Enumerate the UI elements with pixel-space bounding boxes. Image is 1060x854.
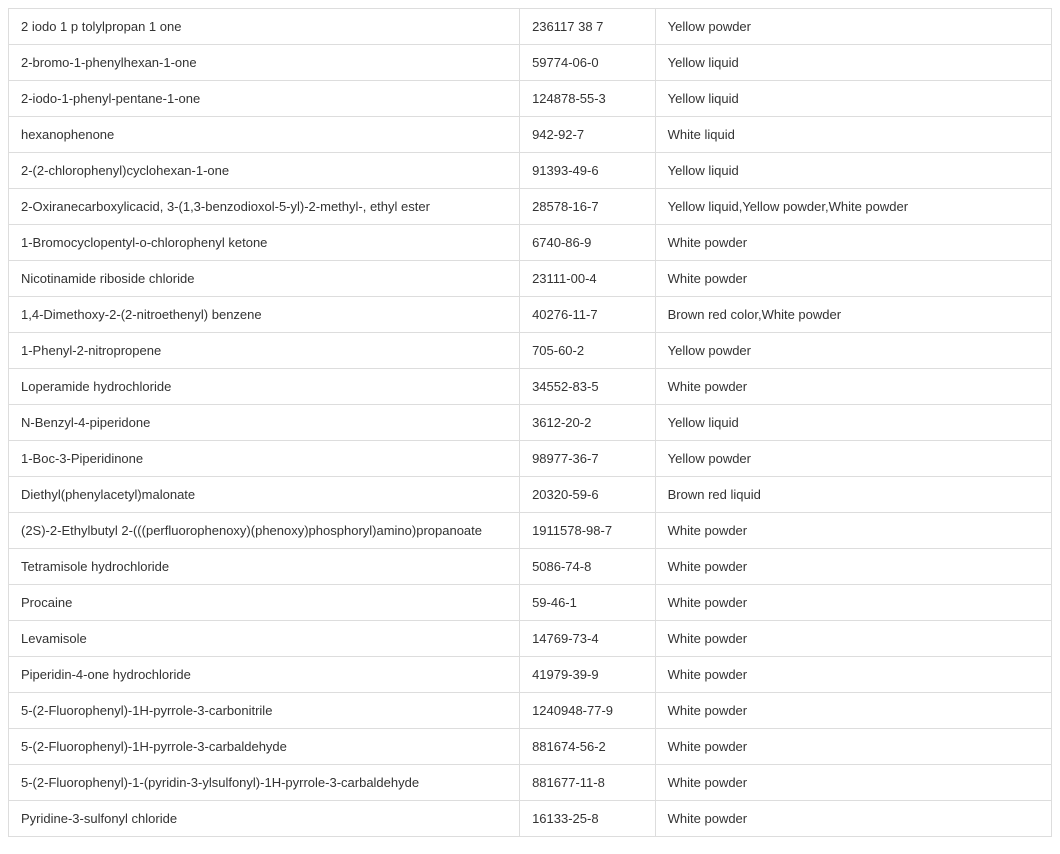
- cell-name: Nicotinamide riboside chloride: [9, 261, 520, 297]
- cell-appearance: White powder: [655, 369, 1051, 405]
- cell-name: 2 iodo 1 p tolylpropan 1 one: [9, 9, 520, 45]
- cell-cas: 705-60-2: [520, 333, 656, 369]
- table-row[interactable]: 2-bromo-1-phenylhexan-1-one59774-06-0Yel…: [9, 45, 1052, 81]
- table-row[interactable]: 2-Oxiranecarboxylicacid, 3-(1,3-benzodio…: [9, 189, 1052, 225]
- cell-name: Pyridine-3-sulfonyl chloride: [9, 801, 520, 837]
- cell-cas: 59-46-1: [520, 585, 656, 621]
- table-row[interactable]: Nicotinamide riboside chloride23111-00-4…: [9, 261, 1052, 297]
- cell-appearance: Yellow liquid: [655, 405, 1051, 441]
- table-row[interactable]: hexanophenone942-92-7White liquid: [9, 117, 1052, 153]
- cell-cas: 1240948-77-9: [520, 693, 656, 729]
- cell-appearance: Brown red liquid: [655, 477, 1051, 513]
- cell-name: Procaine: [9, 585, 520, 621]
- cell-appearance: Brown red color,White powder: [655, 297, 1051, 333]
- cell-name: 1-Phenyl-2-nitropropene: [9, 333, 520, 369]
- cell-name: 2-(2-chlorophenyl)cyclohexan-1-one: [9, 153, 520, 189]
- cell-name: 1-Boc-3-Piperidinone: [9, 441, 520, 477]
- table-row[interactable]: Procaine59-46-1White powder: [9, 585, 1052, 621]
- cell-appearance: White powder: [655, 729, 1051, 765]
- cell-appearance: Yellow powder: [655, 441, 1051, 477]
- cell-cas: 881677-11-8: [520, 765, 656, 801]
- table-row[interactable]: Loperamide hydrochloride34552-83-5White …: [9, 369, 1052, 405]
- cell-cas: 1911578-98-7: [520, 513, 656, 549]
- table-row[interactable]: Tetramisole hydrochloride5086-74-8White …: [9, 549, 1052, 585]
- cell-name: 2-iodo-1-phenyl-pentane-1-one: [9, 81, 520, 117]
- cell-appearance: Yellow liquid: [655, 45, 1051, 81]
- table-row[interactable]: 5-(2-Fluorophenyl)-1-(pyridin-3-ylsulfon…: [9, 765, 1052, 801]
- cell-name: Tetramisole hydrochloride: [9, 549, 520, 585]
- table-row[interactable]: Pyridine-3-sulfonyl chloride16133-25-8Wh…: [9, 801, 1052, 837]
- table-row[interactable]: 5-(2-Fluorophenyl)-1H-pyrrole-3-carbonit…: [9, 693, 1052, 729]
- cell-name: Piperidin-4-one hydrochloride: [9, 657, 520, 693]
- cell-cas: 6740-86-9: [520, 225, 656, 261]
- cell-name: N-Benzyl-4-piperidone: [9, 405, 520, 441]
- chemical-table: 2 iodo 1 p tolylpropan 1 one236117 38 7Y…: [8, 8, 1052, 837]
- cell-name: 5-(2-Fluorophenyl)-1H-pyrrole-3-carbalde…: [9, 729, 520, 765]
- cell-appearance: Yellow powder: [655, 333, 1051, 369]
- cell-cas: 16133-25-8: [520, 801, 656, 837]
- table-row[interactable]: 5-(2-Fluorophenyl)-1H-pyrrole-3-carbalde…: [9, 729, 1052, 765]
- cell-appearance: White powder: [655, 549, 1051, 585]
- cell-cas: 881674-56-2: [520, 729, 656, 765]
- table-row[interactable]: (2S)-2-Ethylbutyl 2-(((perfluorophenoxy)…: [9, 513, 1052, 549]
- cell-cas: 41979-39-9: [520, 657, 656, 693]
- cell-appearance: Yellow liquid: [655, 153, 1051, 189]
- cell-cas: 91393-49-6: [520, 153, 656, 189]
- cell-name: 2-bromo-1-phenylhexan-1-one: [9, 45, 520, 81]
- cell-cas: 124878-55-3: [520, 81, 656, 117]
- table-row[interactable]: Diethyl(phenylacetyl)malonate20320-59-6B…: [9, 477, 1052, 513]
- cell-appearance: White powder: [655, 801, 1051, 837]
- table-row[interactable]: N-Benzyl-4-piperidone3612-20-2Yellow liq…: [9, 405, 1052, 441]
- cell-appearance: White liquid: [655, 117, 1051, 153]
- cell-appearance: White powder: [655, 657, 1051, 693]
- cell-name: 1-Bromocyclopentyl-o-chlorophenyl ketone: [9, 225, 520, 261]
- cell-cas: 98977-36-7: [520, 441, 656, 477]
- cell-name: Diethyl(phenylacetyl)malonate: [9, 477, 520, 513]
- cell-cas: 5086-74-8: [520, 549, 656, 585]
- table-row[interactable]: 1,4-Dimethoxy-2-(2-nitroethenyl) benzene…: [9, 297, 1052, 333]
- cell-cas: 59774-06-0: [520, 45, 656, 81]
- cell-appearance: Yellow liquid: [655, 81, 1051, 117]
- chemical-table-body: 2 iodo 1 p tolylpropan 1 one236117 38 7Y…: [9, 9, 1052, 837]
- cell-name: Loperamide hydrochloride: [9, 369, 520, 405]
- cell-appearance: White powder: [655, 261, 1051, 297]
- cell-appearance: Yellow powder: [655, 9, 1051, 45]
- cell-appearance: White powder: [655, 513, 1051, 549]
- cell-cas: 34552-83-5: [520, 369, 656, 405]
- table-row[interactable]: Piperidin-4-one hydrochloride41979-39-9W…: [9, 657, 1052, 693]
- cell-name: 5-(2-Fluorophenyl)-1H-pyrrole-3-carbonit…: [9, 693, 520, 729]
- cell-appearance: White powder: [655, 621, 1051, 657]
- cell-name: 1,4-Dimethoxy-2-(2-nitroethenyl) benzene: [9, 297, 520, 333]
- cell-appearance: White powder: [655, 225, 1051, 261]
- table-row[interactable]: 2 iodo 1 p tolylpropan 1 one236117 38 7Y…: [9, 9, 1052, 45]
- table-row[interactable]: 1-Phenyl-2-nitropropene705-60-2Yellow po…: [9, 333, 1052, 369]
- table-row[interactable]: 1-Boc-3-Piperidinone98977-36-7Yellow pow…: [9, 441, 1052, 477]
- cell-appearance: Yellow liquid,Yellow powder,White powder: [655, 189, 1051, 225]
- cell-cas: 236117 38 7: [520, 9, 656, 45]
- table-row[interactable]: 2-(2-chlorophenyl)cyclohexan-1-one91393-…: [9, 153, 1052, 189]
- table-row[interactable]: 2-iodo-1-phenyl-pentane-1-one124878-55-3…: [9, 81, 1052, 117]
- cell-cas: 942-92-7: [520, 117, 656, 153]
- cell-cas: 23111-00-4: [520, 261, 656, 297]
- cell-appearance: White powder: [655, 693, 1051, 729]
- cell-name: hexanophenone: [9, 117, 520, 153]
- cell-name: 2-Oxiranecarboxylicacid, 3-(1,3-benzodio…: [9, 189, 520, 225]
- cell-appearance: White powder: [655, 585, 1051, 621]
- cell-cas: 14769-73-4: [520, 621, 656, 657]
- cell-cas: 20320-59-6: [520, 477, 656, 513]
- cell-cas: 28578-16-7: [520, 189, 656, 225]
- cell-name: (2S)-2-Ethylbutyl 2-(((perfluorophenoxy)…: [9, 513, 520, 549]
- cell-appearance: White powder: [655, 765, 1051, 801]
- cell-name: 5-(2-Fluorophenyl)-1-(pyridin-3-ylsulfon…: [9, 765, 520, 801]
- cell-cas: 40276-11-7: [520, 297, 656, 333]
- table-row[interactable]: 1-Bromocyclopentyl-o-chlorophenyl ketone…: [9, 225, 1052, 261]
- table-row[interactable]: Levamisole14769-73-4White powder: [9, 621, 1052, 657]
- cell-cas: 3612-20-2: [520, 405, 656, 441]
- cell-name: Levamisole: [9, 621, 520, 657]
